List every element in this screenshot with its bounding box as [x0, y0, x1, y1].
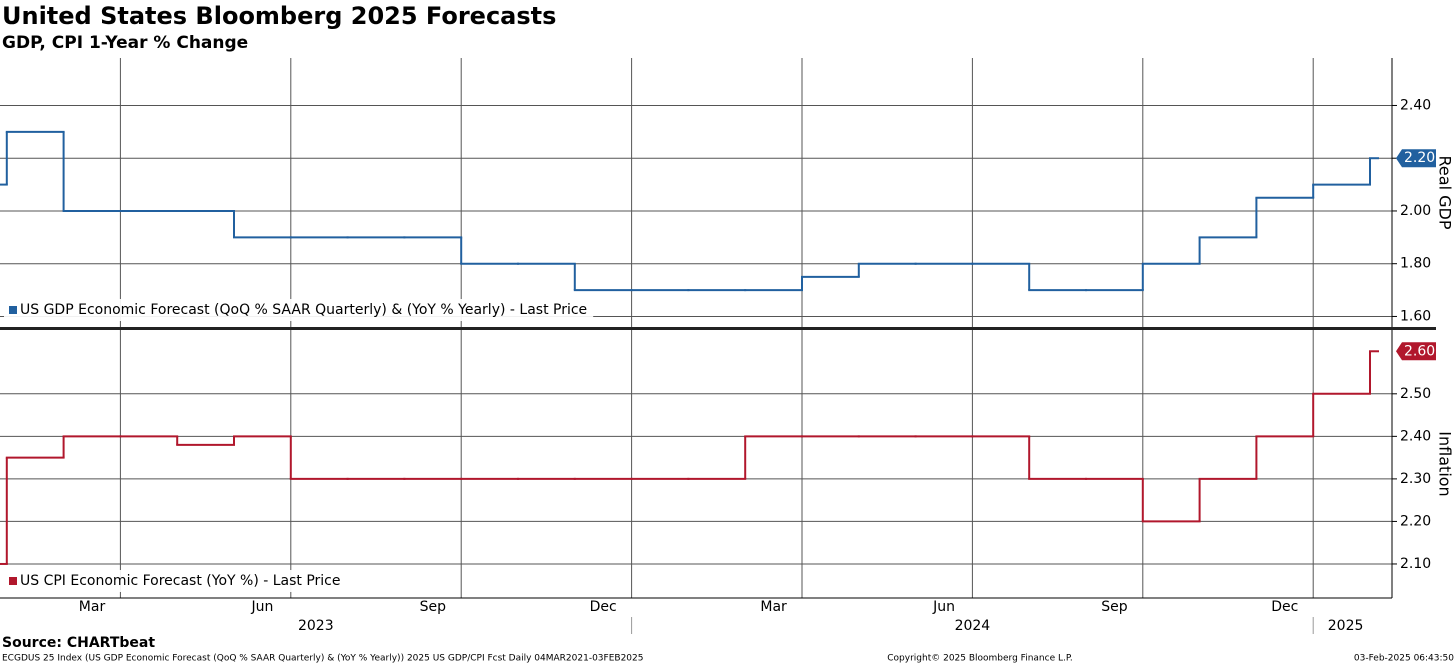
legend-label: US GDP Economic Forecast (QoQ % SAAR Qua…	[20, 302, 587, 318]
footnote: ECGDUS 25 Index (US GDP Economic Forecas…	[2, 654, 643, 664]
x-tick-label: Jun	[250, 599, 273, 615]
x-tick-label: Sep	[1101, 599, 1128, 615]
y-tick-label: 2.50	[1400, 386, 1431, 402]
source: Source: CHARTbeat	[2, 635, 155, 651]
x-tick-label: Mar	[79, 599, 106, 615]
legend-swatch	[9, 306, 17, 314]
y-tick-label: 2.00	[1400, 203, 1431, 219]
y-tick-label: 2.20	[1400, 513, 1431, 529]
y-axis-label: Real GDP	[1436, 156, 1455, 230]
x-tick-label: Mar	[760, 599, 787, 615]
last-value-tag	[1396, 149, 1436, 168]
x-tick-label: Dec	[1271, 599, 1298, 615]
y-tick-label: 1.60	[1400, 308, 1431, 324]
x-tick-label: Dec	[590, 599, 617, 615]
legend-background	[4, 570, 347, 592]
year-label: 2025	[1328, 618, 1364, 634]
copyright: Copyright© 2025 Bloomberg Finance L.P.	[887, 654, 1072, 664]
y-tick-label: 2.10	[1400, 556, 1431, 572]
last-value-tag	[1396, 342, 1436, 361]
y-tick-label: 2.30	[1400, 471, 1431, 487]
y-tick-label: 2.40	[1400, 428, 1431, 444]
legend-label: US CPI Economic Forecast (YoY %) - Last …	[20, 573, 341, 589]
last-value-label: 2.60	[1404, 343, 1435, 359]
year-label: 2023	[298, 618, 334, 634]
legend: US GDP Economic Forecast (QoQ % SAAR Qua…	[4, 299, 594, 321]
chart-subtitle: GDP, CPI 1-Year % Change	[2, 33, 248, 53]
x-tick-label: Jun	[932, 599, 955, 615]
timestamp: 03-Feb-2025 06:43:50	[1354, 654, 1454, 664]
chart-title: United States Bloomberg 2025 Forecasts	[2, 2, 556, 30]
last-value-label: 2.20	[1404, 150, 1435, 166]
legend: US CPI Economic Forecast (YoY %) - Last …	[4, 570, 347, 592]
legend-swatch	[9, 577, 17, 585]
legend-background	[4, 299, 594, 321]
year-label: 2024	[955, 618, 991, 634]
y-tick-label: 1.80	[1400, 256, 1431, 272]
y-axis-label: Inflation	[1436, 431, 1455, 496]
x-tick-label: Sep	[420, 599, 447, 615]
y-tick-label: 2.40	[1400, 97, 1431, 113]
